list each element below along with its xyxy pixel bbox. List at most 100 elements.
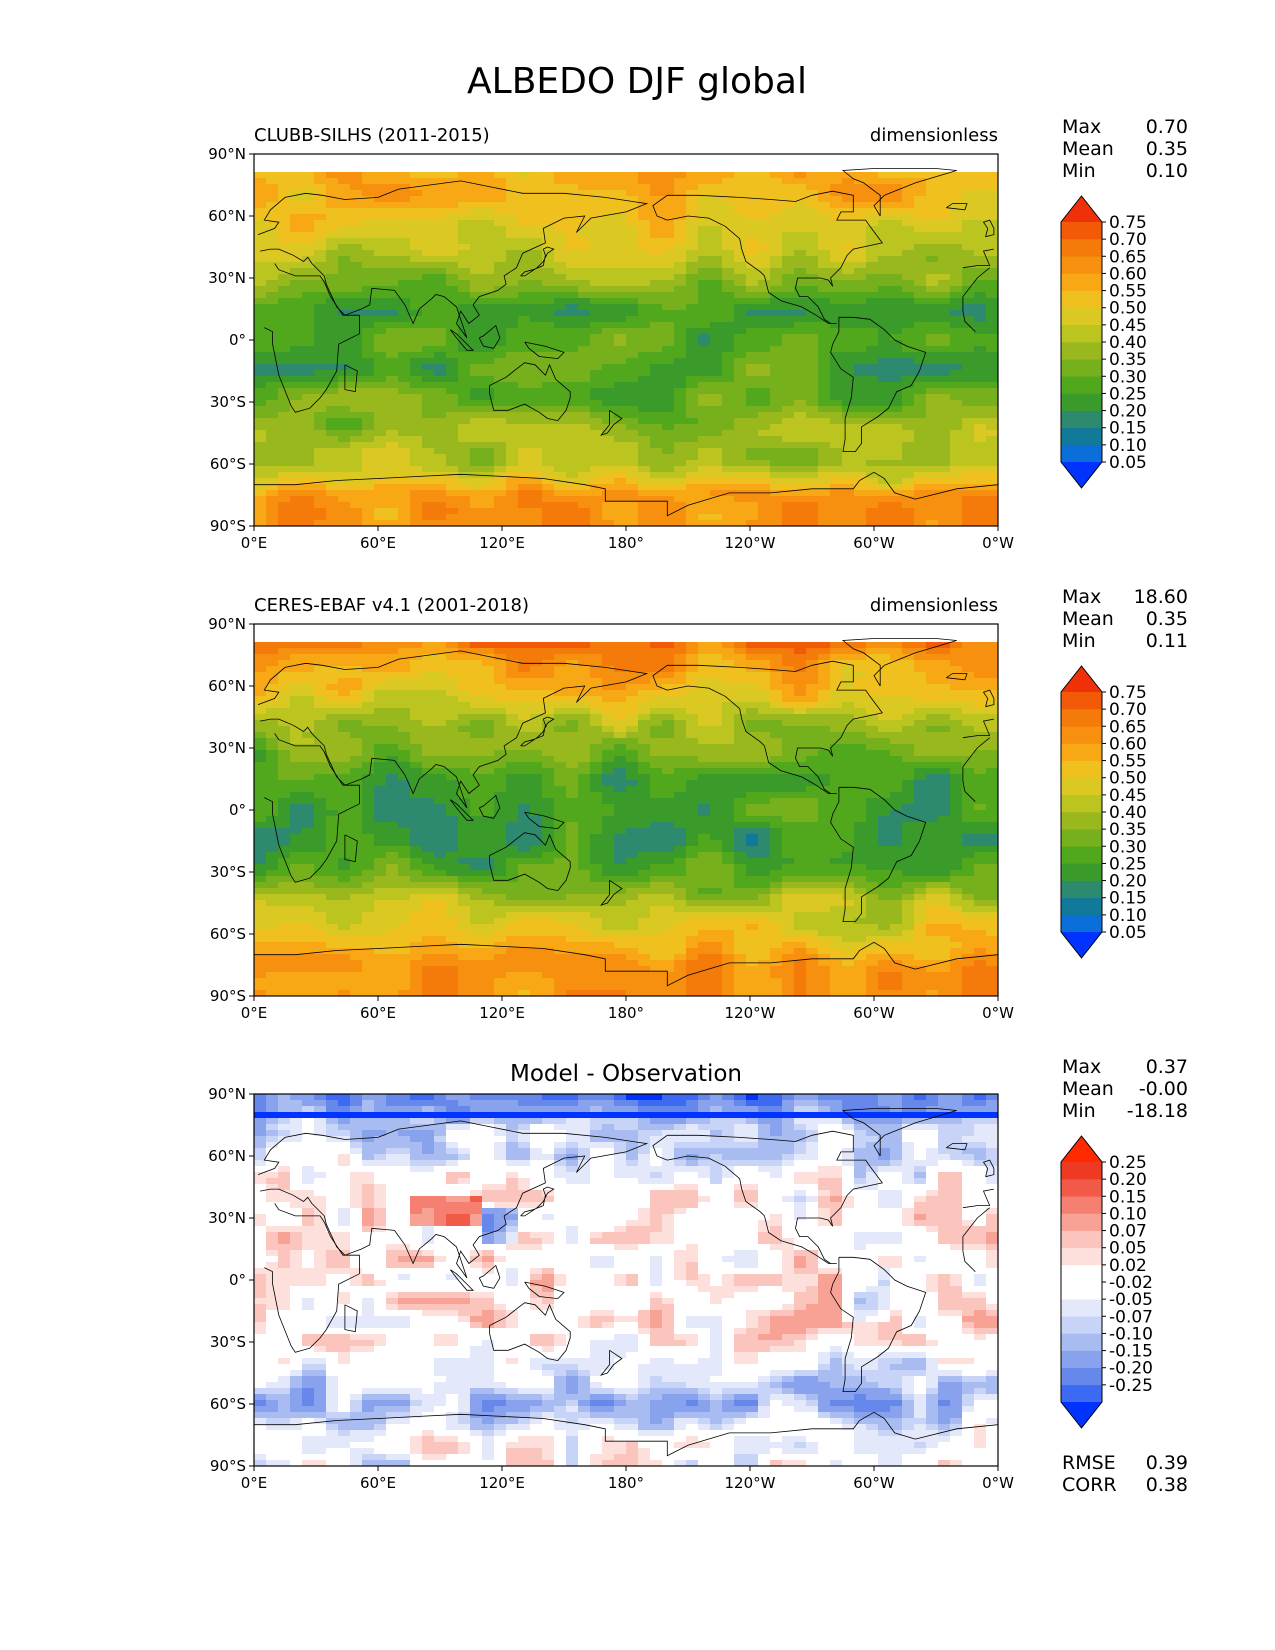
map-cell [410, 412, 423, 419]
map-cell [350, 328, 363, 335]
map-cell [914, 268, 927, 275]
map-cell [602, 672, 615, 679]
map-cell [866, 292, 879, 299]
map-cell [290, 364, 303, 371]
map-cell [590, 364, 603, 371]
map-cell [470, 280, 483, 287]
map-cell [758, 226, 771, 233]
map-cell [374, 466, 387, 473]
map-cell [830, 388, 843, 395]
map-cell [950, 292, 963, 299]
map-cell [302, 484, 315, 491]
map-cell [614, 370, 627, 377]
map-cell [902, 508, 915, 515]
map-cell [506, 508, 519, 515]
map-cell [938, 678, 951, 685]
map-cell [662, 642, 675, 649]
map-cell [794, 172, 807, 179]
map-cell [350, 726, 363, 733]
map-cell [314, 184, 327, 191]
map-cell [338, 654, 351, 661]
map-cell [866, 720, 879, 727]
map-cell [626, 298, 639, 305]
map-cell [302, 648, 315, 655]
map-cell [650, 508, 663, 515]
map-cell [398, 310, 411, 317]
map-cell [254, 696, 267, 703]
map-cell [578, 460, 591, 467]
map-cell [938, 262, 951, 269]
map-cell [434, 478, 447, 485]
map-cell [926, 286, 939, 293]
map-cell [710, 214, 723, 221]
map-cell [254, 520, 267, 526]
map-cell [914, 424, 927, 431]
map-cell [866, 702, 879, 709]
map-cell [602, 202, 615, 209]
map-cell [602, 370, 615, 377]
map-cell [302, 352, 315, 359]
map-cell [818, 208, 831, 215]
map-cell [686, 660, 699, 667]
map-cell [590, 744, 603, 751]
map-cell [566, 400, 579, 407]
map-cell [770, 424, 783, 431]
map-cell [986, 262, 998, 269]
map-cell [554, 496, 567, 503]
map-cell [950, 496, 963, 503]
map-cell [470, 292, 483, 299]
map-cell [770, 418, 783, 425]
map-cell [746, 292, 759, 299]
map-cell [902, 702, 915, 709]
map-cell [722, 340, 735, 347]
map-cell [758, 460, 771, 467]
stat-label: Min [1062, 160, 1096, 182]
map-cell [806, 690, 819, 697]
map-cell [758, 424, 771, 431]
map-cell [314, 442, 327, 449]
map-cell [554, 304, 567, 311]
map-cell [446, 244, 459, 251]
map-cell [602, 196, 615, 203]
map-cell [794, 726, 807, 733]
map-cell [638, 304, 651, 311]
map-cell [554, 418, 567, 425]
map-cell [530, 744, 543, 751]
map-cell [362, 666, 375, 673]
map-cell [950, 322, 963, 329]
map-cell [866, 484, 879, 491]
map-cell [806, 358, 819, 365]
map-cell [518, 424, 531, 431]
map-cell [890, 744, 903, 751]
map-cell [722, 660, 735, 667]
colorbar-label: 0.10 [1109, 436, 1147, 456]
map-cell [338, 448, 351, 455]
map-cell [806, 382, 819, 389]
map-cell [494, 436, 507, 443]
map-cell [734, 484, 747, 491]
map-cell [482, 304, 495, 311]
map-cell [698, 340, 711, 347]
map-cell [314, 702, 327, 709]
map-cell [722, 364, 735, 371]
map-cell [662, 502, 675, 509]
map-cell [638, 654, 651, 661]
map-cell [434, 178, 447, 185]
map-cell [734, 696, 747, 703]
map-cell [362, 436, 375, 443]
map-cell [530, 376, 543, 383]
map-cell [986, 436, 998, 443]
map-cell [974, 708, 987, 715]
map-cell [362, 286, 375, 293]
map-cell [350, 642, 363, 649]
map-cell [878, 190, 891, 197]
map-cell [326, 666, 339, 673]
map-cell [698, 184, 711, 191]
map-cell [914, 196, 927, 203]
map-cell [386, 226, 399, 233]
map-cell [626, 322, 639, 329]
map-cell [686, 424, 699, 431]
map-cell [590, 208, 603, 215]
map-cell [698, 394, 711, 401]
map-cell [290, 514, 303, 521]
